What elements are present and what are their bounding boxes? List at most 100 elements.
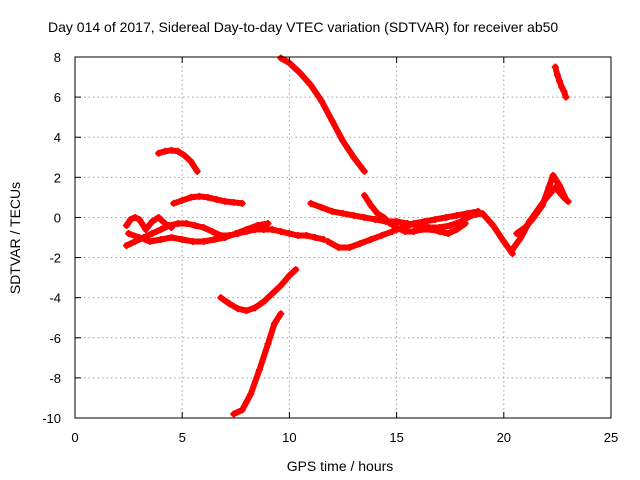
data-point xyxy=(517,234,525,241)
data-point xyxy=(350,153,358,161)
data-point xyxy=(285,272,293,280)
data-point xyxy=(378,231,386,239)
x-tick-label: 5 xyxy=(179,430,186,445)
data-point xyxy=(221,197,229,205)
data-point xyxy=(530,213,538,221)
plot-area xyxy=(122,54,572,418)
data-point xyxy=(221,234,229,241)
data-point xyxy=(461,219,469,227)
data-point xyxy=(489,221,497,229)
data-point xyxy=(243,225,251,233)
data-point xyxy=(131,213,139,221)
data-point xyxy=(335,244,343,252)
data-point xyxy=(135,234,143,241)
series-track-5 xyxy=(170,192,246,207)
data-point xyxy=(161,219,169,227)
x-tick-label: 10 xyxy=(282,430,296,445)
data-point xyxy=(204,193,212,201)
data-point xyxy=(380,213,388,221)
data-point xyxy=(446,221,454,229)
data-point xyxy=(174,147,182,155)
data-point xyxy=(328,117,336,125)
data-point xyxy=(170,199,178,207)
data-point xyxy=(318,97,326,105)
data-point xyxy=(500,238,508,246)
series-trace xyxy=(217,266,299,314)
data-point xyxy=(178,236,186,244)
data-point xyxy=(277,282,285,290)
data-point xyxy=(277,54,285,62)
y-tick-label: 6 xyxy=(54,90,61,105)
data-point xyxy=(474,207,482,215)
data-point xyxy=(161,147,169,155)
data-point xyxy=(230,410,238,418)
data-point xyxy=(373,209,381,217)
data-point xyxy=(339,209,347,217)
data-point xyxy=(556,77,564,85)
data-point xyxy=(167,223,175,231)
plot-frame xyxy=(74,56,612,419)
data-point xyxy=(427,225,435,233)
y-tick-label: -4 xyxy=(49,291,61,306)
data-point xyxy=(453,225,461,233)
data-point xyxy=(210,236,218,244)
data-point xyxy=(200,238,208,246)
data-point xyxy=(360,191,368,199)
data-point xyxy=(187,193,195,201)
data-point xyxy=(255,366,263,374)
data-point xyxy=(127,215,135,223)
data-point xyxy=(453,211,461,219)
data-point xyxy=(463,209,471,217)
series-track-6 xyxy=(217,266,300,315)
data-point xyxy=(560,87,568,95)
data-point xyxy=(125,229,133,237)
data-point xyxy=(339,137,347,145)
data-point xyxy=(292,266,300,274)
data-point xyxy=(155,149,163,157)
y-tick-label: -8 xyxy=(49,371,61,386)
data-point xyxy=(328,207,336,215)
data-point xyxy=(393,223,401,231)
data-point xyxy=(131,238,139,246)
data-point xyxy=(200,223,208,231)
series-track-13 xyxy=(513,171,570,237)
y-tick-label: 2 xyxy=(54,170,61,185)
data-point xyxy=(182,219,190,227)
data-point xyxy=(386,219,394,227)
data-point xyxy=(234,305,242,313)
chart-title: Day 014 of 2017, Sidereal Day-to-day VTE… xyxy=(48,19,558,35)
data-point xyxy=(418,225,426,233)
data-point xyxy=(324,238,332,246)
data-point xyxy=(442,213,450,221)
x-tick-label: 15 xyxy=(389,430,403,445)
data-point xyxy=(155,213,163,221)
data-point xyxy=(157,236,165,244)
series-trace xyxy=(230,310,284,417)
data-point xyxy=(268,290,276,298)
data-point xyxy=(264,219,272,227)
data-point xyxy=(371,215,379,223)
data-point xyxy=(307,199,315,207)
data-point xyxy=(562,195,570,203)
data-point xyxy=(513,229,521,237)
data-point xyxy=(189,238,197,246)
data-point xyxy=(307,81,315,89)
data-point xyxy=(178,196,186,204)
series-track-8 xyxy=(277,54,368,175)
data-point xyxy=(558,83,566,91)
data-point xyxy=(247,390,255,398)
y-tick-label: -10 xyxy=(42,411,61,426)
series-track-7 xyxy=(230,310,285,418)
data-point xyxy=(268,225,276,233)
data-point xyxy=(294,231,302,239)
data-point xyxy=(410,227,418,235)
data-point xyxy=(146,238,154,246)
y-tick-label: 4 xyxy=(54,130,61,145)
data-point xyxy=(551,63,559,71)
x-tick-label: 20 xyxy=(497,430,511,445)
data-point xyxy=(260,298,268,306)
y-tick-label: -6 xyxy=(49,331,61,346)
series-track-4 xyxy=(155,146,201,175)
series-track-3 xyxy=(122,213,175,233)
